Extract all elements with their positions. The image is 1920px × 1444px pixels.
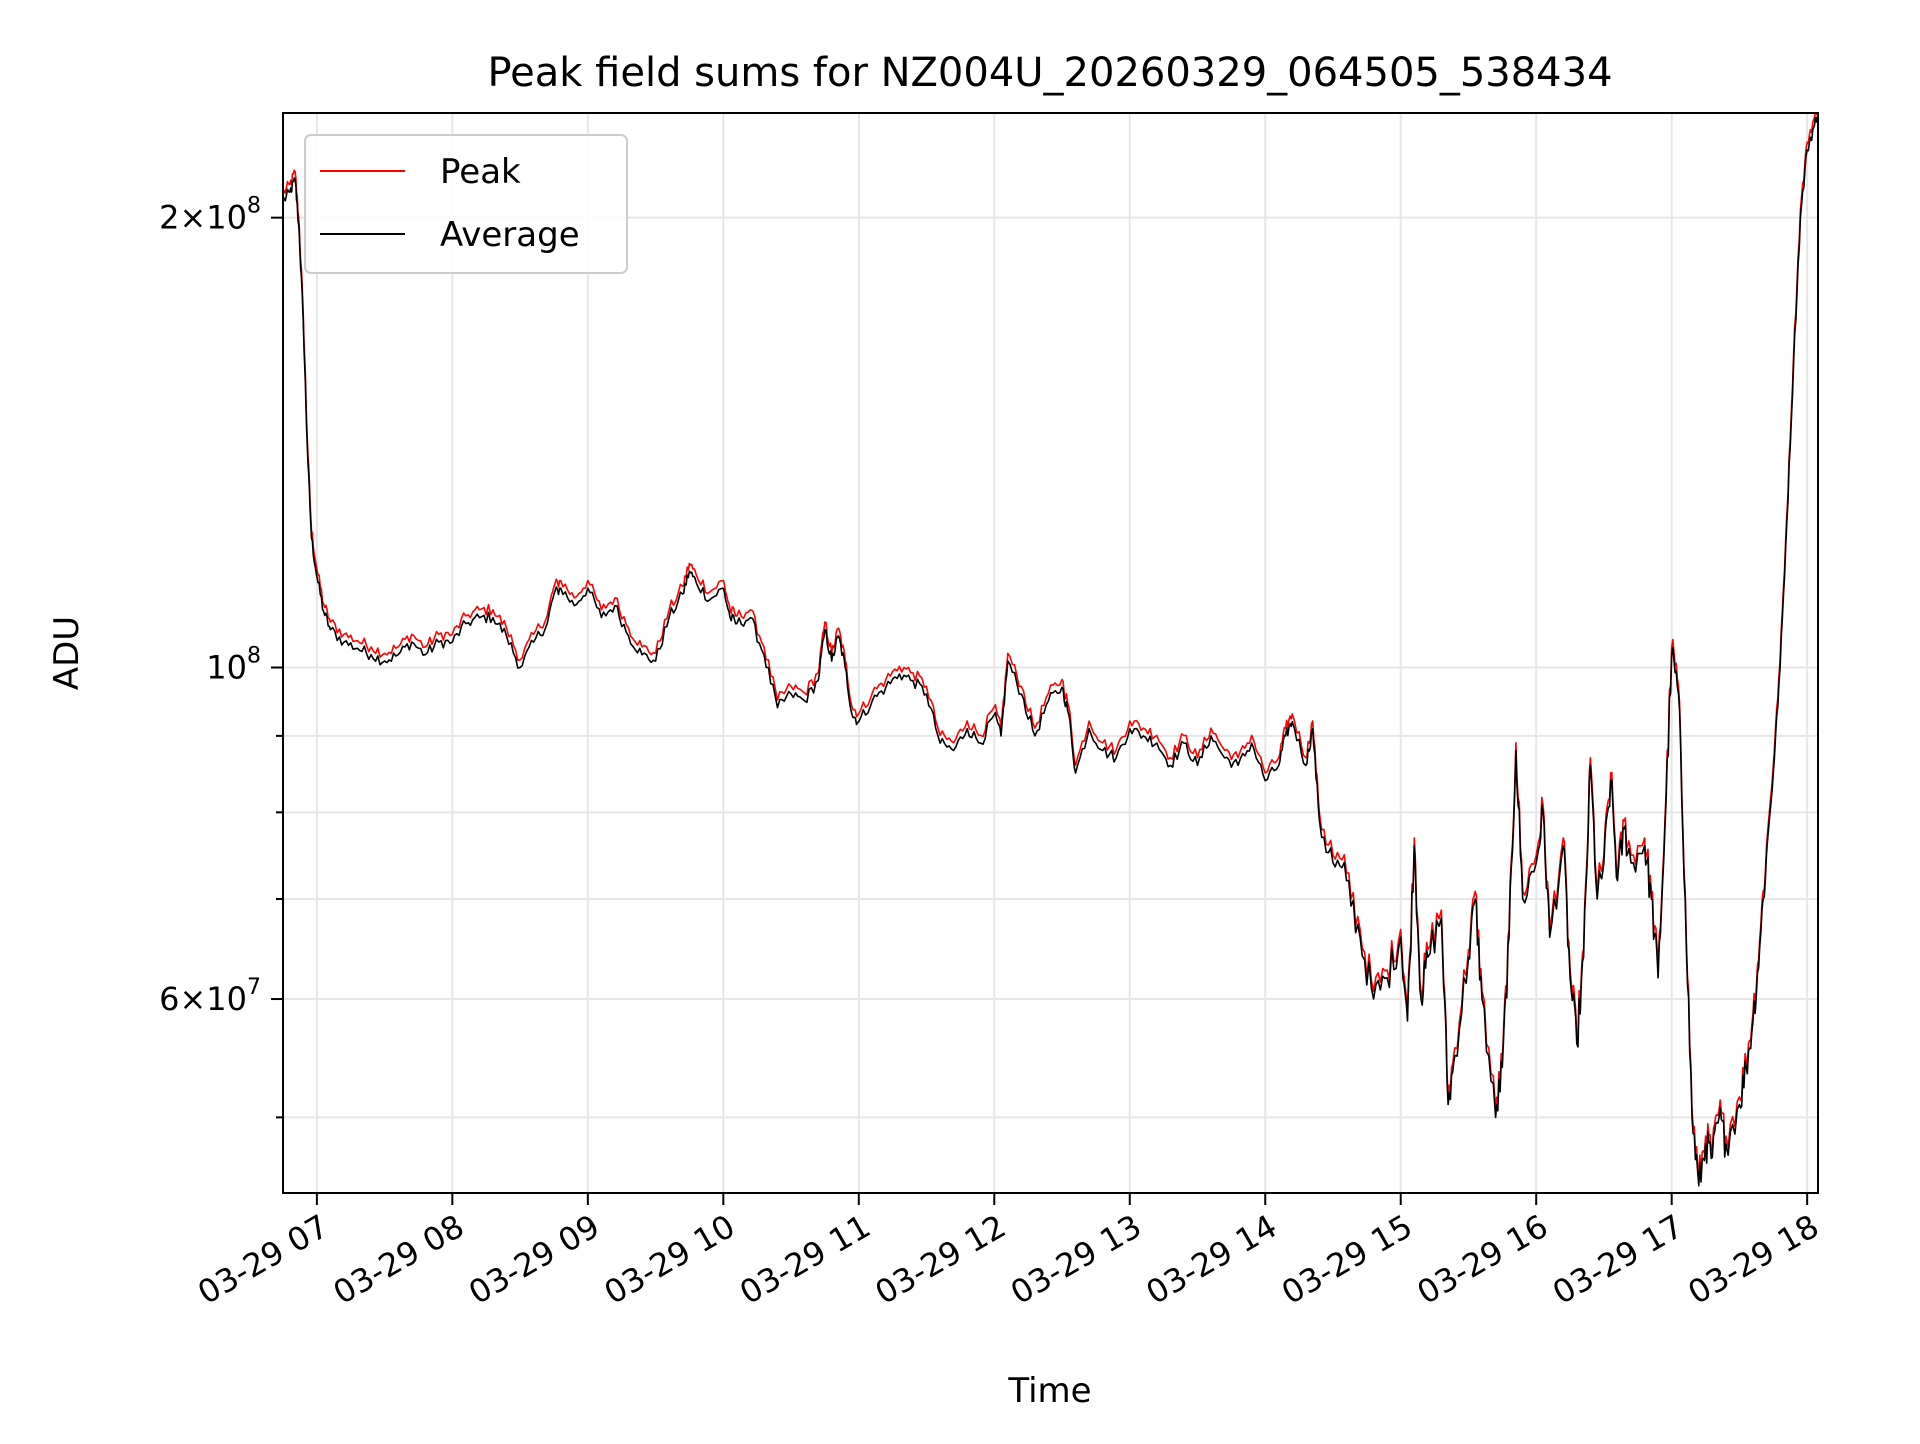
legend-average-label: Average	[440, 215, 580, 255]
x-tick-label: 03-29 10	[598, 1207, 742, 1312]
x-tick-label: 03-29 13	[1004, 1207, 1148, 1312]
y-tick-label: 108	[206, 644, 261, 687]
x-tick-label: 03-29 15	[1275, 1207, 1419, 1312]
x-tick-label: 03-29 09	[462, 1207, 606, 1312]
series-line-average	[282, 112, 1819, 1187]
y-axis-label: ADU	[47, 616, 87, 690]
x-tick-label: 03-29 17	[1546, 1207, 1690, 1312]
legend-box	[304, 134, 628, 274]
legend-peak-label: Peak	[440, 152, 521, 192]
x-axis-label: Time	[1007, 1371, 1091, 1411]
series-layer	[282, 112, 1819, 1187]
x-tick-label: 03-29 11	[733, 1207, 877, 1312]
x-tick-label: 03-29 16	[1411, 1207, 1555, 1312]
y-tick-label: 6×107	[159, 975, 261, 1018]
grid-layer	[283, 113, 1818, 1193]
x-tick-label: 03-29 08	[327, 1207, 471, 1312]
x-tick-label: 03-29 07	[191, 1207, 335, 1312]
chart-title: Peak field sums for NZ004U_20260329_0645…	[487, 50, 1612, 96]
x-tick-label: 03-29 12	[869, 1207, 1013, 1312]
y-axis: 2×108 108 6×107	[159, 194, 283, 1119]
legend: Peak Average	[304, 134, 628, 274]
x-tick-label: 03-29 14	[1140, 1207, 1284, 1312]
plot-frame	[282, 112, 1819, 1194]
x-tick-label: 03-29 18	[1682, 1207, 1826, 1312]
y-tick-label: 2×108	[159, 194, 261, 237]
series-line-peak	[282, 112, 1819, 1179]
